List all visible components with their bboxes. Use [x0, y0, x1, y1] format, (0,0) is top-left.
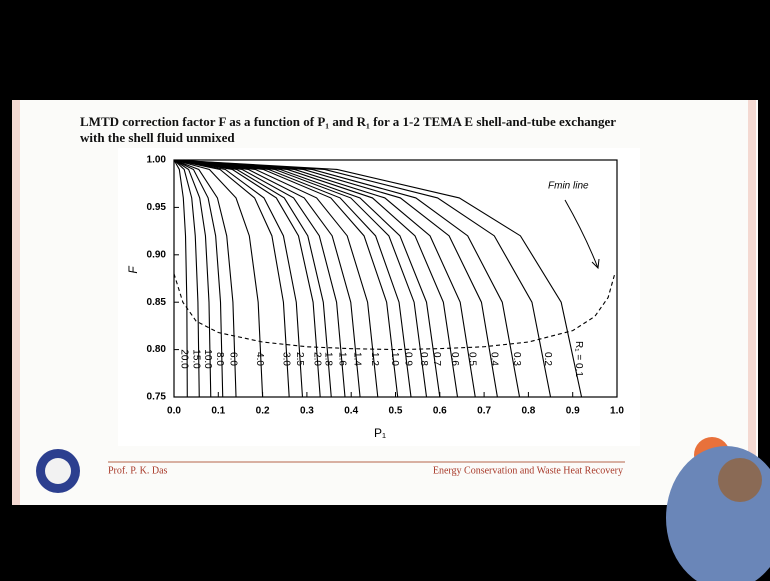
curve — [173, 159, 212, 398]
series-label: 0.7 — [431, 352, 442, 366]
bottom-band — [0, 505, 770, 581]
x-tick-label: 0.7 — [477, 406, 491, 417]
series-label: 1.8 — [323, 352, 334, 366]
x-tick-label: 0.8 — [521, 406, 535, 417]
series-label: R₁ = 0.1 — [573, 341, 584, 377]
y-axis-label: F — [126, 266, 140, 274]
series-label: 8.0 — [214, 352, 225, 366]
x-tick-label: 0.2 — [256, 406, 270, 417]
series-label: 0.9 — [402, 352, 413, 366]
series-label: 2.5 — [294, 352, 305, 366]
top-band — [0, 0, 770, 100]
y-tick-label: 1.00 — [147, 155, 167, 166]
arrowhead — [591, 258, 600, 270]
series-label: 0.4 — [489, 352, 500, 366]
y-tick-label: 0.85 — [147, 297, 167, 308]
footer-left: Prof. P. K. Das — [108, 465, 168, 476]
annotation-arrow — [564, 199, 599, 269]
presenter-head — [718, 458, 762, 502]
series-label: 0.6 — [449, 352, 460, 366]
series-label: Fmin line — [548, 181, 589, 192]
footer-right: Energy Conservation and Waste Heat Recov… — [433, 465, 623, 476]
series-label: 4.0 — [254, 352, 265, 366]
curve — [173, 159, 361, 398]
x-tick-label: 0.0 — [167, 406, 181, 417]
curve — [173, 159, 521, 398]
series-label: 6.0 — [227, 352, 238, 366]
series-label: 10.0 — [202, 349, 213, 369]
x-tick-label: 0.9 — [566, 406, 580, 417]
series-label: 1.2 — [369, 352, 380, 366]
curve — [173, 159, 583, 398]
x-tick-label: 1.0 — [610, 406, 624, 417]
slide-border — [12, 100, 20, 505]
curve — [173, 159, 346, 398]
y-tick-label: 0.95 — [147, 202, 167, 213]
x-tick-label: 0.5 — [389, 406, 403, 417]
y-tick-label: 0.90 — [147, 249, 167, 260]
curve — [173, 159, 264, 398]
y-tick-label: 0.75 — [147, 392, 167, 403]
curve — [173, 159, 237, 398]
series-label: 1.6 — [336, 352, 347, 366]
series-label: 15.0 — [191, 349, 202, 369]
series-label: 0.5 — [467, 352, 478, 366]
series-label: 1.0 — [389, 352, 400, 366]
x-tick-label: 0.3 — [300, 406, 314, 417]
series-label: 0.2 — [542, 352, 553, 366]
series-label: 0.3 — [511, 352, 522, 366]
series-label: 3.0 — [281, 352, 292, 366]
curve — [173, 159, 304, 398]
slide-title: LMTD correction factor F as a function o… — [80, 114, 616, 145]
x-axis-label: P₁ — [374, 426, 386, 440]
curve — [173, 159, 224, 398]
x-tick-label: 0.1 — [211, 406, 225, 417]
figure-area — [118, 148, 640, 446]
y-tick-label: 0.80 — [147, 344, 167, 355]
series-label: 0.8 — [418, 352, 429, 366]
curve — [173, 159, 321, 398]
curve — [173, 159, 200, 398]
curve — [173, 159, 188, 398]
logo — [45, 458, 71, 484]
series-label: 20.0 — [179, 349, 190, 369]
slide-border — [748, 100, 756, 505]
x-tick-label: 0.6 — [433, 406, 447, 417]
curve — [173, 159, 552, 398]
series-label: 1.4 — [351, 352, 362, 366]
curve — [173, 159, 290, 398]
series-label: 2.0 — [312, 352, 323, 366]
curve — [173, 159, 379, 398]
curve — [173, 159, 332, 398]
x-tick-label: 0.4 — [344, 406, 358, 417]
